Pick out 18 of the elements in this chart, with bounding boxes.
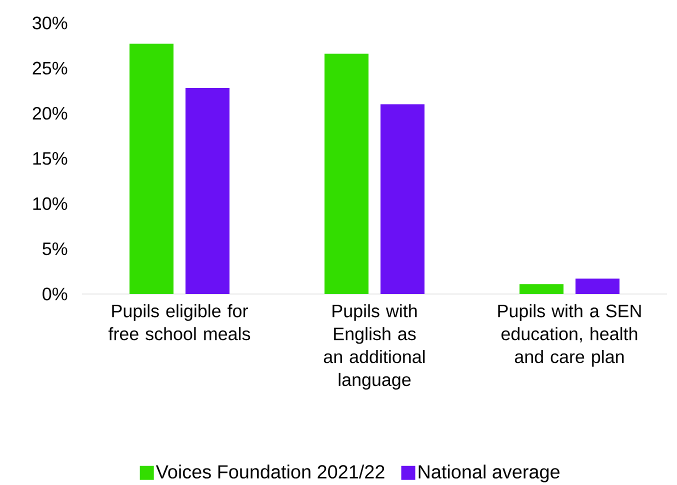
bar bbox=[186, 88, 230, 294]
x-tick-label: Pupils eligible for free school meals bbox=[108, 304, 250, 340]
bar bbox=[576, 278, 620, 294]
bar bbox=[520, 284, 564, 294]
legend-label: National average bbox=[418, 464, 560, 482]
y-tick-label: 10% bbox=[33, 197, 68, 210]
y-tick-label: 0% bbox=[42, 288, 68, 300]
y-tick-label: 20% bbox=[32, 106, 68, 120]
y-tick-label: 25% bbox=[32, 62, 68, 75]
bar bbox=[324, 54, 369, 294]
bar bbox=[130, 44, 174, 294]
x-tick-label: Pupils with a SEN education, health and care plan bbox=[498, 304, 641, 367]
x-tick-label: Pupils with English as an additional language bbox=[324, 304, 425, 390]
y-tick-label: 5% bbox=[42, 242, 68, 256]
y-tick-label: 15% bbox=[33, 152, 68, 165]
bar bbox=[380, 104, 425, 294]
legend-label: Voices Foundation 2021/22 bbox=[156, 464, 384, 479]
y-tick-label: 30% bbox=[32, 16, 68, 30]
